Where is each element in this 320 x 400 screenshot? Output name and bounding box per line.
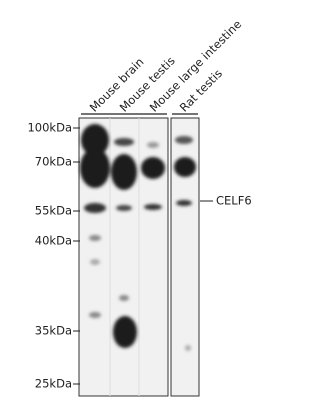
marker-label: 70kDa: [35, 155, 72, 169]
marker-ticks: [73, 127, 80, 385]
marker-label: 55kDa: [35, 204, 72, 218]
marker-label: 25kDa: [35, 377, 72, 391]
marker-label: 40kDa: [35, 234, 72, 248]
blot-figure: Mouse brain Mouse testis Mouse large int…: [27, 17, 252, 397]
bands: [80, 124, 196, 351]
marker-label: 100kDa: [27, 121, 72, 135]
marker-label: 35kDa: [35, 324, 72, 338]
target-label: CELF6: [216, 194, 252, 208]
